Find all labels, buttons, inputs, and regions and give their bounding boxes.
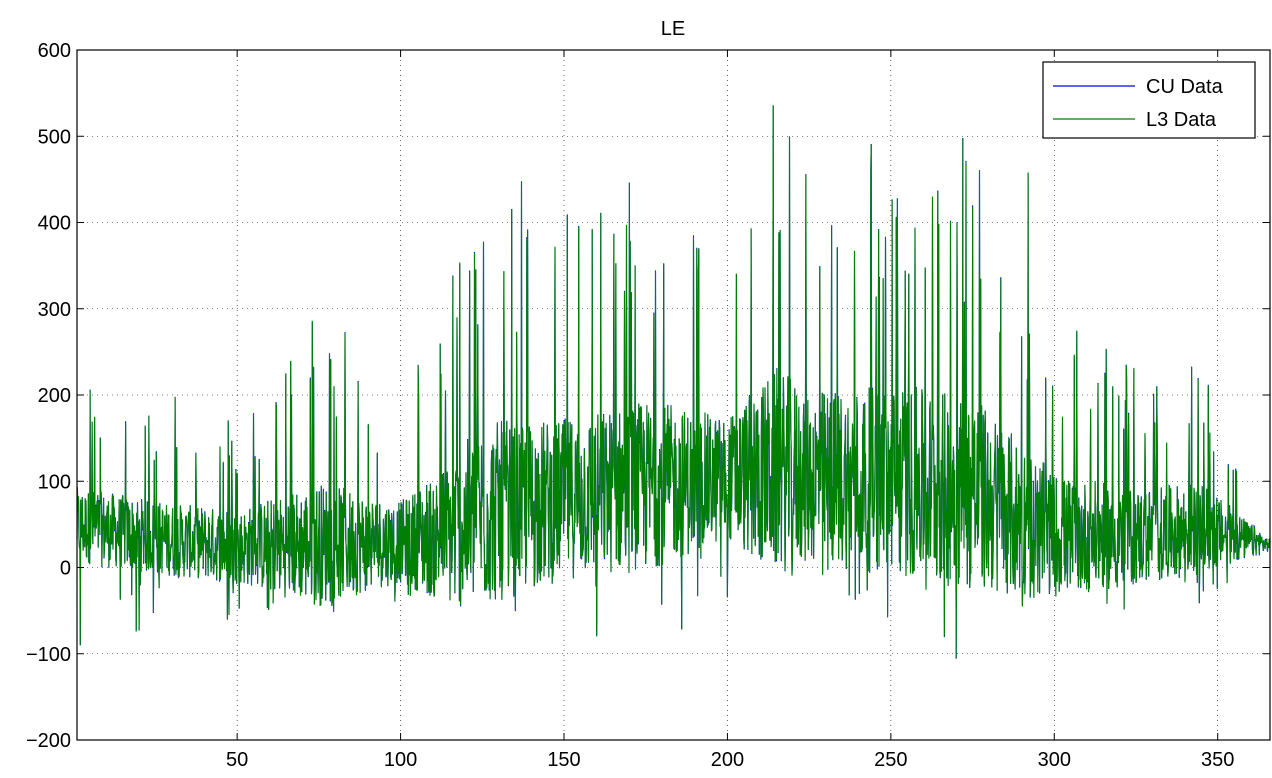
y-tick-label: 0 — [60, 558, 71, 580]
x-tick-label: 300 — [1038, 749, 1071, 771]
plot-background — [77, 50, 1270, 740]
legend: CU Data L3 Data — [1042, 61, 1256, 139]
chart-title: LE — [661, 18, 685, 40]
x-tick-label: 100 — [384, 749, 417, 771]
y-tick-label: −100 — [26, 644, 71, 666]
x-tick-label: 350 — [1201, 749, 1234, 771]
x-tick-label: 50 — [226, 749, 248, 771]
legend-box — [1042, 61, 1256, 139]
x-tick-label: 200 — [711, 749, 744, 771]
y-tick-label: 500 — [38, 126, 71, 148]
axis-ticks: 50 100 150 200 250 300 350 −200 −100 0 100 200 300 40… — [26, 40, 1270, 771]
y-tick-label: 200 — [38, 385, 71, 407]
y-tick-label: 300 — [38, 299, 71, 321]
x-tick-label: 150 — [547, 749, 580, 771]
legend-label-l3-data: L3 Data — [1146, 109, 1217, 131]
y-tick-label: 100 — [38, 471, 71, 493]
series-line-l3-data — [76, 105, 1271, 659]
x-tick-label: 250 — [874, 749, 907, 771]
grid — [77, 50, 1270, 740]
y-tick-label: 600 — [38, 40, 71, 62]
legend-label-cu-data: CU Data — [1146, 76, 1224, 98]
y-tick-label: −200 — [26, 730, 71, 752]
series-layer — [76, 105, 1271, 659]
y-tick-label: 400 — [38, 213, 71, 235]
